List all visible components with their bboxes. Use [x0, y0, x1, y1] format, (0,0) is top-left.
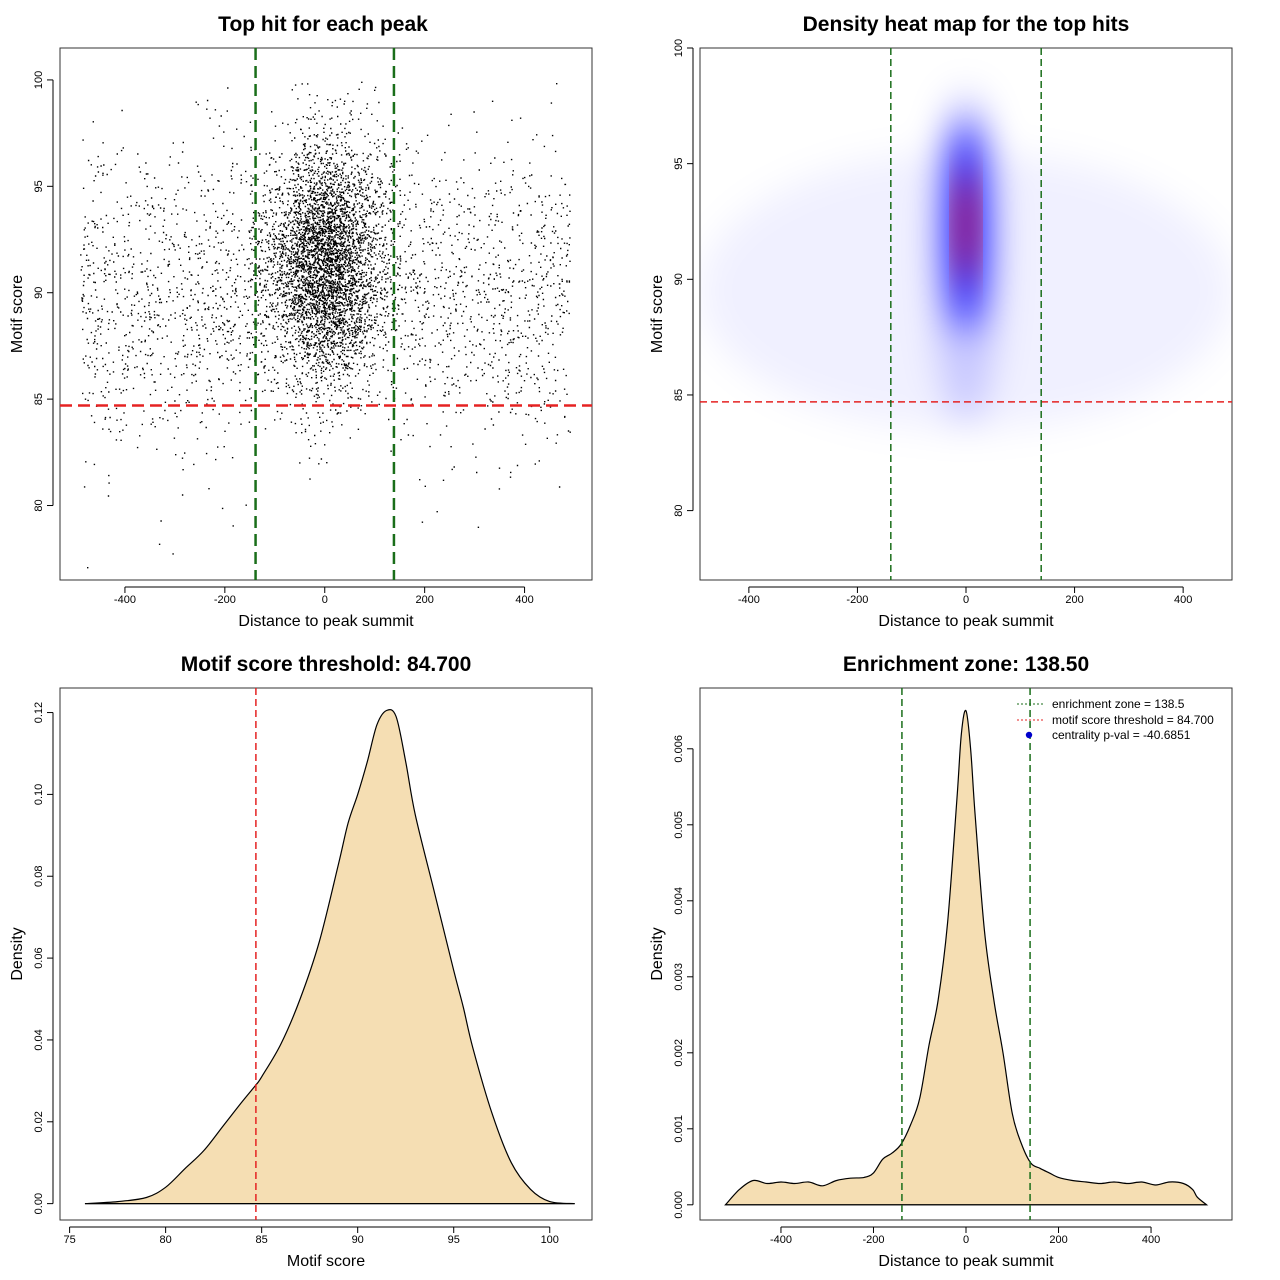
heatmap-x-tick-label: -400	[738, 594, 760, 606]
panel-score-density: Motif score threshold: 84.700 75 80 85 90 95…	[9, 653, 593, 1270]
score-density-x-tick-label: 90	[352, 1234, 364, 1246]
legend-centrality-label: centrality p-val = -40.6851	[1052, 728, 1191, 742]
distance-density-x-tick-label: -400	[770, 1234, 792, 1246]
score-density-y-tick-label: 0.10	[33, 784, 45, 805]
score-density-x-label: Motif score	[287, 1253, 365, 1270]
heatmap-density	[700, 89, 1232, 430]
score-density-x-tick-label: 80	[160, 1234, 172, 1246]
panel-heatmap: Density heat map for the top hits -400 -2…	[649, 13, 1233, 630]
heatmap-y-tick-label: 80	[673, 504, 685, 516]
heatmap-y-tick-label: 85	[673, 389, 685, 401]
heatmap-x-tick-label: 400	[1174, 594, 1192, 606]
heatmap-y-tick-label: 90	[673, 273, 685, 285]
heatmap-y-label: Motif score	[649, 275, 666, 353]
scatter-y-label: Motif score	[9, 275, 26, 353]
distance-density-y-tick-label: 0.003	[673, 963, 685, 991]
scatter-x-tick-label: 200	[415, 594, 433, 606]
distance-density-title: Enrichment zone: 138.50	[843, 653, 1089, 676]
scatter-x-tick-label: 400	[515, 594, 533, 606]
heatmap-core-red	[957, 170, 975, 283]
scatter-y-tick-label: 100	[33, 71, 45, 89]
scatter-x-tick-label: -400	[114, 594, 136, 606]
panel-scatter: Top hit for each peak -400 -200 0 200 400 80 8…	[9, 13, 593, 630]
panel-distance-density: Enrichment zone: 138.50 -400 -200 0 200 400 0…	[649, 653, 1233, 1270]
score-density-y-tick-label: 0.12	[33, 702, 45, 723]
score-density-y-tick-label: 0.06	[33, 947, 45, 968]
heatmap-x-label: Distance to peak summit	[878, 613, 1054, 630]
scatter-y-tick-label: 95	[33, 180, 45, 192]
score-density-y-label: Density	[9, 927, 26, 980]
legend-centrality-marker	[1025, 731, 1033, 739]
distance-density-axes: -400 -200 0 200 400 0.000 0.001 0.002 0.003 0.004…	[673, 735, 1160, 1246]
distance-density-y-tick-label: 0.000	[673, 1191, 685, 1219]
score-density-curve	[84, 708, 575, 1205]
distance-density-y-tick-label: 0.004	[673, 887, 685, 915]
score-density-y-tick-label: 0.04	[33, 1029, 45, 1050]
distance-density-x-tick-label: 400	[1142, 1234, 1160, 1246]
scatter-axes: -400 -200 0 200 400 80 85 90 95 100	[33, 71, 534, 606]
legend-threshold-label: motif score threshold = 84.700	[1052, 713, 1214, 727]
distance-density-x-tick-label: 200	[1049, 1234, 1067, 1246]
score-density-x-tick-label: 100	[541, 1234, 559, 1246]
distance-density-x-label: Distance to peak summit	[878, 1253, 1054, 1270]
heatmap-y-tick-label: 95	[673, 158, 685, 170]
scatter-y-tick-label: 90	[33, 287, 45, 299]
legend-enrichment-label: enrichment zone = 138.5	[1052, 697, 1185, 711]
distance-density-x-tick-label: -200	[862, 1234, 884, 1246]
scatter-y-tick-label: 80	[33, 499, 45, 511]
score-density-title: Motif score threshold: 84.700	[181, 653, 472, 676]
distance-density-y-tick-label: 0.005	[673, 811, 685, 839]
distance-density-y-tick-label: 0.001	[673, 1115, 685, 1143]
heatmap-x-tick-label: -200	[846, 594, 868, 606]
score-density-x-tick-label: 85	[256, 1234, 268, 1246]
scatter-title: Top hit for each peak	[218, 13, 428, 36]
score-density-x-tick-label: 75	[63, 1234, 75, 1246]
distance-density-curve	[724, 709, 1209, 1206]
scatter-y-tick-label: 85	[33, 393, 45, 405]
distance-density-y-label: Density	[649, 927, 666, 980]
heatmap-x-tick-label: 0	[963, 594, 969, 606]
score-density-x-tick-label: 95	[448, 1234, 460, 1246]
score-density-y-tick-label: 0.02	[33, 1111, 45, 1132]
distance-density-y-tick-label: 0.006	[673, 735, 685, 763]
score-density-axes: 75 80 85 90 95 100 0.00 0.02 0.04 0.06 0.08 0.10 0.1…	[33, 702, 559, 1246]
heatmap-axes: -400 -200 0 200 400 80 85 90 95 100	[673, 39, 1192, 606]
distance-density-y-tick-label: 0.002	[673, 1039, 685, 1067]
legend: enrichment zone = 138.5 motif score thre…	[1017, 697, 1214, 742]
score-density-y-tick-label: 0.08	[33, 866, 45, 887]
distance-density-x-tick-label: 0	[963, 1234, 969, 1246]
scatter-x-tick-label: -200	[214, 594, 236, 606]
heatmap-x-tick-label: 200	[1065, 594, 1083, 606]
scatter-x-tick-label: 0	[322, 594, 328, 606]
heatmap-title: Density heat map for the top hits	[803, 13, 1130, 36]
heatmap-frame	[699, 47, 1233, 581]
heatmap-y-tick-label: 100	[673, 39, 685, 57]
score-density-y-tick-label: 0.00	[33, 1193, 45, 1214]
scatter-x-label: Distance to peak summit	[238, 613, 414, 630]
